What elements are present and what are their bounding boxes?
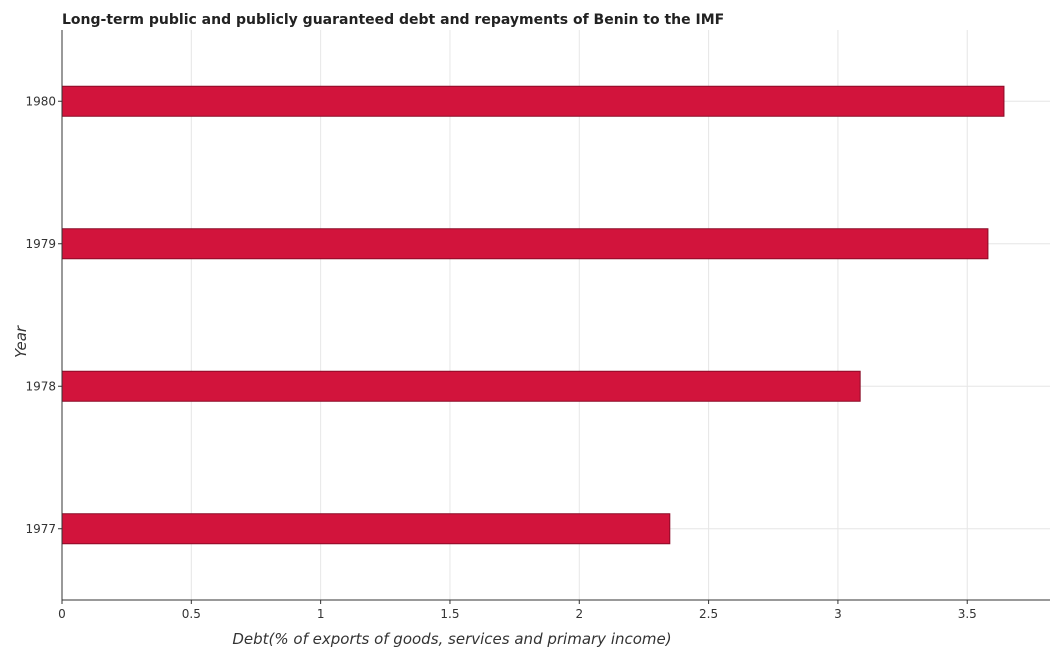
chart-title: Long-term public and publicly guaranteed… — [62, 12, 724, 28]
y-tick-label: 1978 — [25, 379, 56, 393]
ticks: 1977 1978 1979 1980 0 0.5 1 1.5 2 2.5 3 3.5 — [25, 94, 976, 621]
x-tick-label: 3 — [834, 607, 842, 621]
x-tick-label: 1 — [317, 607, 325, 621]
axes — [58, 30, 1050, 604]
x-tick-label: 3.5 — [958, 607, 977, 621]
x-tick-label: 0 — [58, 607, 66, 621]
bar-1979 — [61, 228, 989, 260]
y-tick-label: 1979 — [25, 237, 56, 251]
y-axis-label: Year — [12, 325, 30, 358]
bar-1977 — [61, 513, 671, 545]
x-tick-label: 2 — [575, 607, 583, 621]
y-tick-label: 1980 — [25, 94, 56, 108]
bar-1978 — [61, 370, 861, 402]
x-tick-label: 0.5 — [182, 607, 201, 621]
y-tick-label: 1977 — [25, 522, 56, 536]
bar-1980 — [61, 85, 1005, 117]
x-axis-label: Debt(% of exports of goods, services and… — [232, 630, 671, 648]
bars — [61, 85, 1005, 545]
x-tick-label: 2.5 — [699, 607, 718, 621]
x-tick-label: 1.5 — [440, 607, 459, 621]
